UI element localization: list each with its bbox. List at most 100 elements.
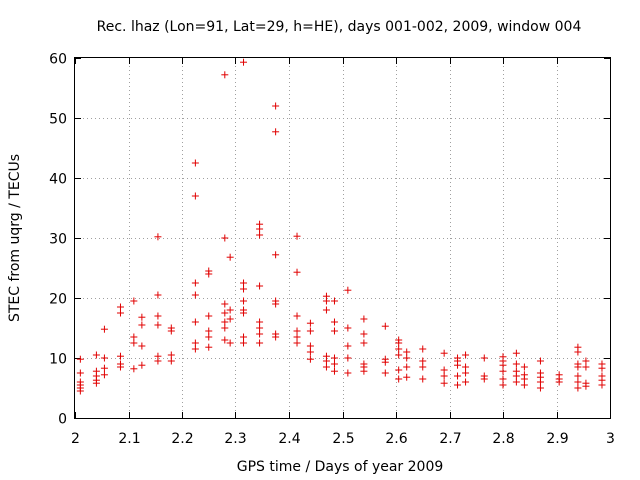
data-point: [226, 306, 234, 314]
data-point: [154, 352, 162, 360]
data-point: [293, 312, 301, 320]
data-point: [240, 333, 248, 341]
data-point: [574, 360, 582, 368]
data-point: [598, 360, 606, 368]
data-point: [381, 355, 389, 363]
data-point: [100, 371, 108, 379]
data-point: [240, 285, 248, 293]
x-axis-ticks: 2 2.1 2.2 2.3 2.4 2.5 2.6 2.7 2.8 2.9 3: [71, 58, 615, 447]
x-tick-label: 2.8: [492, 431, 514, 447]
data-point: [512, 360, 520, 368]
y-tick-label: 60: [49, 52, 67, 68]
data-point: [272, 251, 280, 259]
data-point: [76, 378, 84, 386]
data-point: [116, 352, 124, 360]
data-point: [395, 351, 403, 359]
data-point: [191, 291, 199, 299]
x-tick-label: 2.1: [118, 431, 140, 447]
data-point: [240, 279, 248, 287]
data-point: [440, 366, 448, 374]
x-tick-label: 2.5: [332, 431, 354, 447]
data-point: [574, 384, 582, 392]
x-axis-label: GPS time / Days of year 2009: [237, 459, 444, 475]
data-point: [256, 330, 264, 338]
data-point: [520, 371, 528, 379]
data-point: [226, 315, 234, 323]
data-point: [205, 327, 213, 335]
data-point: [293, 232, 301, 240]
data-point: [130, 333, 138, 341]
x-tick-label: 2.7: [439, 431, 461, 447]
data-point: [130, 339, 138, 347]
data-point: [138, 361, 146, 369]
data-point: [100, 364, 108, 372]
data-point: [240, 297, 248, 305]
x-tick-label: 2.4: [278, 431, 300, 447]
data-point: [293, 268, 301, 276]
data-point: [76, 369, 84, 377]
data-point: [205, 312, 213, 320]
data-point: [256, 339, 264, 347]
data-point: [306, 348, 314, 356]
data-point: [226, 253, 234, 261]
data-point: [520, 381, 528, 389]
y-tick-label: 40: [49, 172, 67, 188]
data-point: [191, 279, 199, 287]
data-point: [480, 354, 488, 362]
data-point: [221, 336, 229, 344]
x-tick-label: 3: [606, 431, 615, 447]
data-point: [395, 366, 403, 374]
data-point: [100, 354, 108, 362]
data-point: [272, 330, 280, 338]
data-point: [598, 372, 606, 380]
data-point: [221, 318, 229, 326]
data-point: [191, 318, 199, 326]
data-point: [330, 318, 338, 326]
data-point: [330, 367, 338, 375]
data-point: [520, 363, 528, 371]
y-tick-label: 10: [49, 352, 67, 368]
data-point: [499, 381, 507, 389]
data-point: [330, 327, 338, 335]
y-tick-label: 50: [49, 112, 67, 128]
data-points: [76, 58, 606, 395]
data-point: [322, 292, 330, 300]
data-point: [536, 369, 544, 377]
data-point: [92, 351, 100, 359]
x-tick-label: 2.3: [224, 431, 246, 447]
data-point: [330, 360, 338, 368]
data-point: [240, 58, 248, 66]
data-point: [293, 327, 301, 335]
data-point: [381, 369, 389, 377]
data-point: [138, 313, 146, 321]
data-point: [240, 306, 248, 314]
data-point: [512, 367, 520, 375]
data-point: [191, 345, 199, 353]
y-tick-label: 0: [58, 412, 67, 428]
chart-title: Rec. lhaz (Lon=91, Lat=29, h=HE), days 0…: [97, 19, 582, 35]
data-point: [154, 312, 162, 320]
data-point: [221, 234, 229, 242]
data-point: [536, 357, 544, 365]
data-point: [205, 333, 213, 341]
data-point: [360, 339, 368, 347]
data-point: [256, 324, 264, 332]
data-point: [512, 349, 520, 357]
data-point: [256, 318, 264, 326]
data-point: [462, 351, 470, 359]
data-point: [205, 343, 213, 351]
data-point: [574, 343, 582, 351]
data-point: [256, 231, 264, 239]
y-axis-ticks: 0 10 20 30 40 50 60: [49, 52, 610, 428]
data-point: [221, 300, 229, 308]
grid-lines: [75, 58, 610, 418]
data-point: [272, 128, 280, 136]
data-point: [454, 372, 462, 380]
data-point: [130, 297, 138, 305]
data-point: [256, 282, 264, 290]
x-tick-label: 2.2: [171, 431, 193, 447]
data-point: [499, 353, 507, 361]
data-point: [306, 327, 314, 335]
data-point: [330, 354, 338, 362]
data-point: [344, 324, 352, 332]
